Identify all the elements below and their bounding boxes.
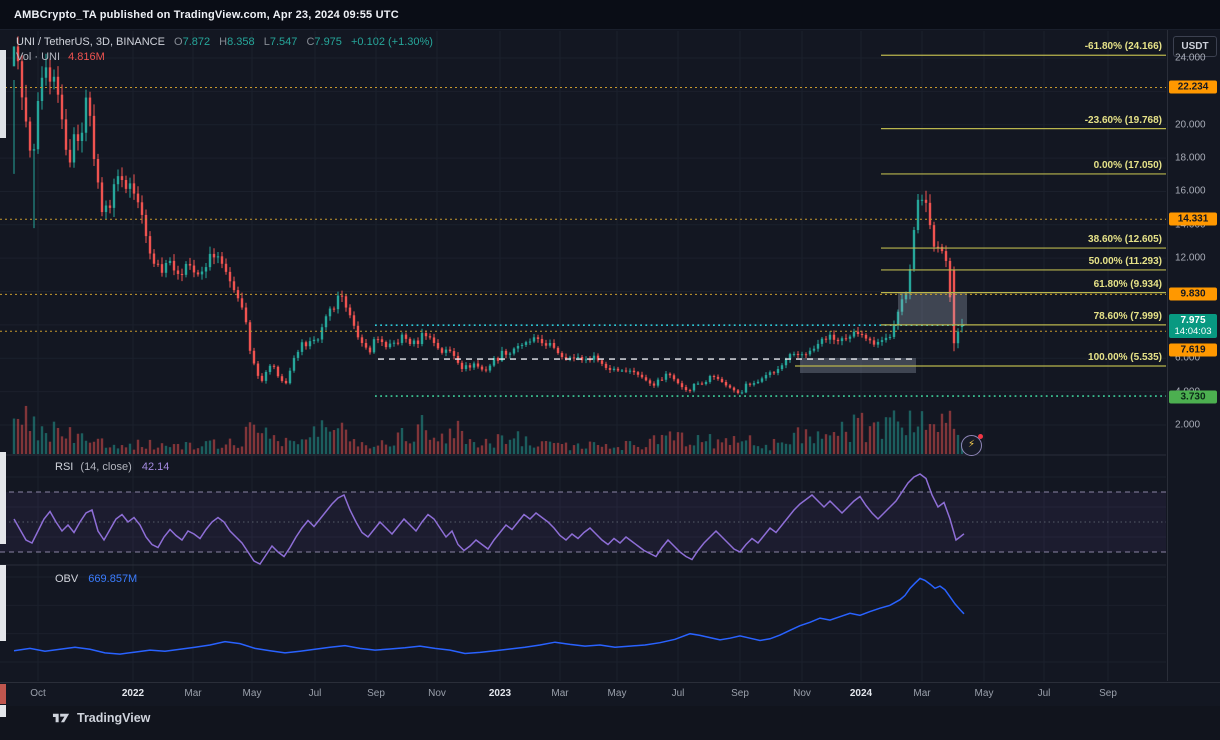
symbol-legend[interactable]: UNI / TetherUS, 3D, BINANCE O7.872 H8.35…	[16, 36, 433, 48]
time-scale[interactable]: Oct 2022 Mar May Jul Sep Nov 2023 Mar May Jul Sep No…	[0, 682, 1220, 707]
price-tick: 2.000	[1175, 419, 1201, 431]
volume-legend[interactable]: Vol · UNI 4.816M	[16, 51, 105, 63]
time-tick: Sep	[1099, 688, 1117, 699]
obv-value: 669.857M	[88, 573, 138, 585]
ohlc-close-value: 7.975	[314, 36, 342, 48]
time-tick: 2024	[849, 688, 873, 699]
time-tick: Mar	[551, 688, 569, 699]
fib-level-label: 38.60% (12.605)	[1088, 234, 1162, 246]
price-tick: 18.000	[1175, 152, 1206, 164]
obv-title[interactable]: OBV	[55, 573, 79, 585]
price-tick: 6.000	[1175, 352, 1201, 364]
price-tick: 16.000	[1175, 185, 1206, 197]
price-alert-label[interactable]: 3.730	[1169, 390, 1217, 404]
chart-canvas[interactable]	[0, 0, 1166, 681]
screenshot-edge-artifact	[0, 50, 6, 138]
fib-level-label: 100.00% (5.535)	[1088, 351, 1162, 363]
time-tick: Sep	[367, 688, 385, 699]
instant-trading-icon[interactable]: ⚡	[961, 434, 983, 456]
price-tick: 12.000	[1175, 252, 1206, 264]
footer-bar: TradingView	[0, 706, 1220, 740]
time-tick: May	[242, 688, 262, 699]
currency-toggle-button[interactable]: USDT	[1173, 36, 1217, 57]
publish-banner: AMBCrypto_TA published on TradingView.co…	[0, 0, 1220, 30]
time-tick: 2023	[488, 688, 512, 699]
notification-dot	[978, 434, 983, 439]
time-tick: Jul	[1037, 688, 1051, 699]
publish-banner-text: AMBCrypto_TA published on TradingView.co…	[14, 9, 399, 21]
price-alert-label[interactable]: 14.331	[1169, 212, 1217, 226]
current-price-label[interactable]: 7.975 14:04:03	[1169, 314, 1217, 338]
price-alert-label[interactable]: 7.619	[1169, 343, 1217, 357]
ohlc-low-label: L	[263, 36, 270, 48]
ohlc-high-label: H	[219, 36, 228, 48]
time-tick: Nov	[428, 688, 446, 699]
time-tick: Mar	[184, 688, 202, 699]
tradingview-logo[interactable]: TradingView	[52, 711, 150, 725]
rsi-params: (14, close)	[80, 461, 132, 473]
screenshot-edge-artifact	[0, 684, 6, 704]
screenshot-edge-artifact	[0, 565, 6, 641]
time-tick: Sep	[731, 688, 749, 699]
time-tick: Nov	[793, 688, 811, 699]
price-alert-label[interactable]: 22.234	[1169, 80, 1217, 94]
fib-level-label: 0.00% (17.050)	[1093, 159, 1162, 171]
fib-level-label: -61.80% (24.166)	[1084, 41, 1162, 53]
volume-value: 4.816M	[68, 51, 105, 63]
ohlc-low-value: 7.547	[269, 36, 298, 48]
time-tick: Mar	[913, 688, 931, 699]
time-tick: Oct	[30, 688, 46, 699]
time-tick: May	[974, 688, 994, 699]
time-tick: May	[607, 688, 627, 699]
rsi-legend[interactable]: RSI (14, close) 42.14	[55, 461, 169, 473]
fib-level-label: 61.80% (9.934)	[1093, 278, 1162, 290]
tradingview-logo-icon	[52, 713, 70, 723]
price-tick: 20.000	[1175, 119, 1206, 131]
change-value: +0.102 (+1.30%)	[350, 36, 433, 48]
fib-level-label: 78.60% (7.999)	[1093, 310, 1162, 322]
ohlc-high-value: 8.358	[227, 36, 255, 48]
time-tick: Jul	[308, 688, 322, 699]
rsi-value: 42.14	[141, 461, 170, 473]
screenshot-edge-artifact	[0, 452, 6, 544]
time-tick: Jul	[671, 688, 685, 699]
screenshot-edge-artifact	[0, 705, 6, 717]
fib-level-label: -23.60% (19.768)	[1084, 114, 1162, 126]
ohlc-open-label: O	[174, 36, 183, 48]
time-tick: 2022	[121, 688, 145, 699]
rsi-title[interactable]: RSI	[55, 461, 74, 473]
price-scale[interactable]: USDT 24.00022.00020.00018.00016.00014.00…	[1167, 30, 1220, 681]
ohlc-close-label: C	[306, 36, 315, 48]
tradingview-logo-text: TradingView	[77, 711, 151, 725]
obv-legend[interactable]: OBV 669.857M	[55, 573, 137, 585]
volume-label: Vol · UNI	[16, 51, 61, 63]
fib-level-label: 50.00% (11.293)	[1088, 255, 1162, 267]
price-tick: 24.000	[1175, 52, 1206, 64]
price-alert-label[interactable]: 9.830	[1169, 287, 1217, 301]
symbol-title[interactable]: UNI / TetherUS, 3D, BINANCE	[16, 36, 165, 48]
ohlc-open-value: 7.872	[182, 36, 211, 48]
